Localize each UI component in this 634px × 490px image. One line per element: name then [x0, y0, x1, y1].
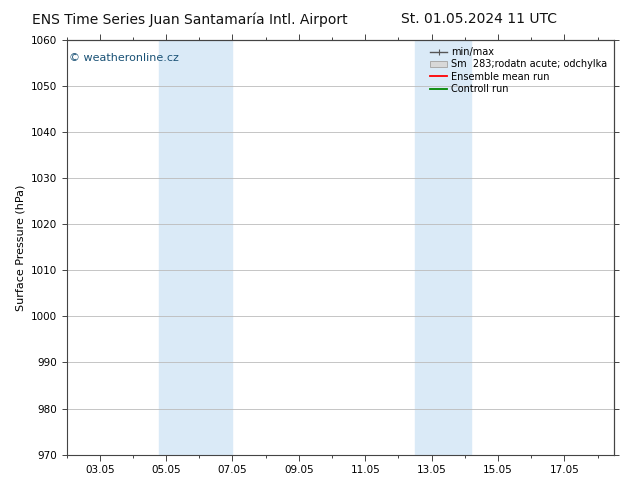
Text: ENS Time Series Juan Santamaría Intl. Airport: ENS Time Series Juan Santamaría Intl. Ai… — [32, 12, 348, 27]
Bar — [415, 40, 472, 455]
Text: St. 01.05.2024 11 UTC: St. 01.05.2024 11 UTC — [401, 12, 557, 26]
Y-axis label: Surface Pressure (hPa): Surface Pressure (hPa) — [15, 184, 25, 311]
Legend: min/max, Sm  283;rodatn acute; odchylka, Ensemble mean run, Controll run: min/max, Sm 283;rodatn acute; odchylka, … — [428, 45, 609, 96]
Bar — [160, 40, 233, 455]
Text: © weatheronline.cz: © weatheronline.cz — [69, 52, 179, 63]
